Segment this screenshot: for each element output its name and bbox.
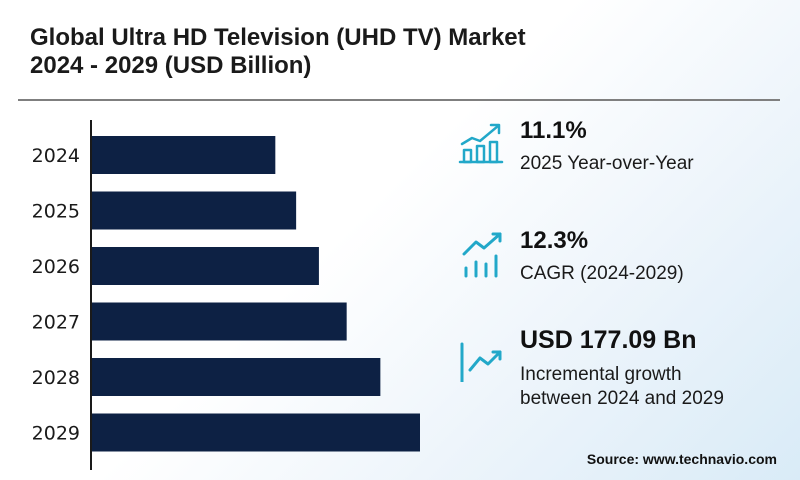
- stat-incremental-label-2: between 2024 and 2029: [520, 388, 724, 409]
- y-tick-label: 2029: [32, 423, 80, 445]
- bar-2024: [92, 136, 276, 174]
- title-divider: [18, 99, 780, 101]
- bar-2025: [92, 191, 297, 230]
- source-credit: Source: www.technavio.com: [586, 451, 777, 467]
- stat-incremental-label-1: Incremental growth: [520, 364, 682, 385]
- y-tick-label: 2028: [32, 367, 80, 389]
- y-tick-label: 2025: [32, 201, 80, 223]
- stat-yoy-label: 2025 Year-over-Year: [520, 153, 694, 174]
- chart-title: Global Ultra HD Television (UHD TV) Mark…: [30, 24, 526, 80]
- bar-2026: [92, 247, 319, 285]
- bar-2027: [92, 302, 347, 341]
- y-tick-label: 2027: [32, 312, 80, 334]
- title-line-1: Global Ultra HD Television (UHD TV) Mark…: [30, 24, 526, 51]
- y-tick-label: 2024: [32, 145, 80, 167]
- stat-incremental-value: USD 177.09 Bn: [520, 326, 697, 354]
- bar-2029: [92, 413, 420, 452]
- line-chart-icon: [460, 342, 502, 382]
- bar-growth-icon: [458, 123, 504, 164]
- title-line-2: 2024 - 2029 (USD Billion): [30, 52, 312, 79]
- trend-bars-icon: [462, 232, 502, 278]
- stat-cagr-value: 12.3%: [520, 227, 589, 254]
- stat-yoy-value: 11.1%: [520, 117, 587, 144]
- bar-chart: 2024 2025 2026 2027 2028 2029: [32, 120, 420, 470]
- y-tick-label: 2026: [32, 256, 80, 278]
- bar-2028: [92, 358, 381, 396]
- stat-cagr-label: CAGR (2024-2029): [520, 263, 684, 284]
